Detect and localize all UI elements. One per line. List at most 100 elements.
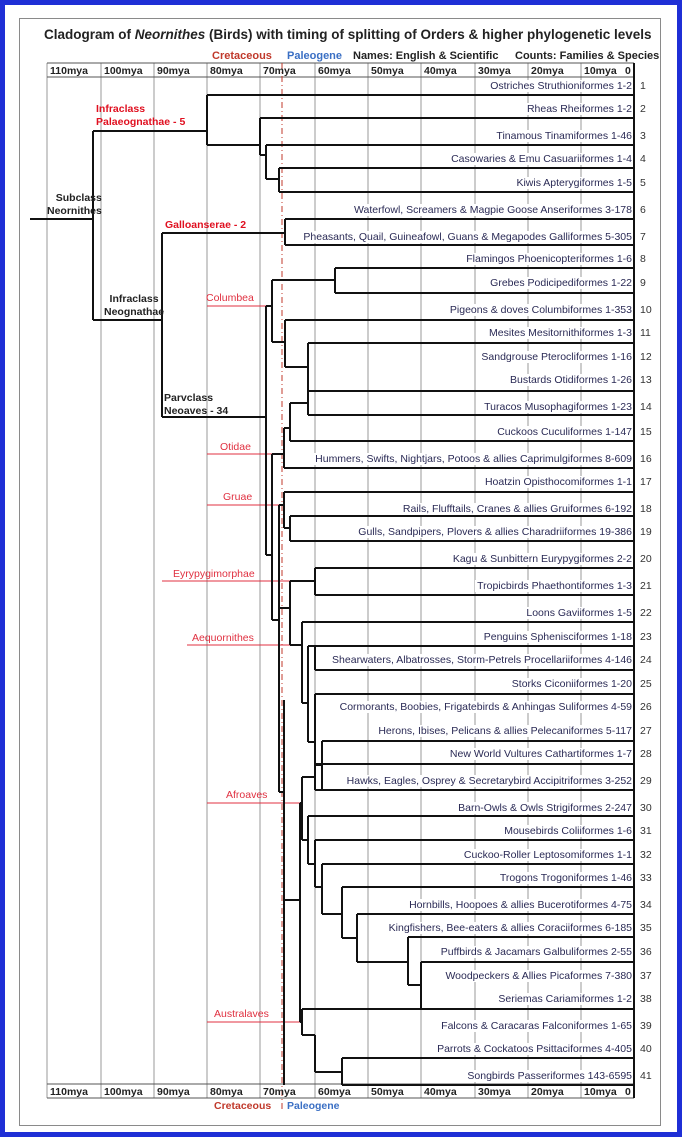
row-number: 1 [640,80,646,92]
tick-label: 110mya [50,1086,88,1098]
names-note: Names: English & Scientific [353,50,499,62]
clade-label-neognathae: Infraclass Neognathae [104,293,165,318]
period-cretaceous-bottom: Cretaceous [214,1100,272,1112]
tick-label: 80mya [210,1086,243,1098]
row-number: 33 [640,872,652,884]
clade-label-australaves: Australaves [214,1008,269,1020]
row-number: 18 [640,503,652,515]
period-paleogene-bottom: Paleogene [287,1100,340,1112]
clade-label-palaeognathae: Infraclass Palaeognathae - 5 [96,103,186,128]
taxon-label: Sandgrouse Pterocliformes 1-16 [479,351,632,363]
taxon-label: Songbirds Passeriformes 143-6595 [465,1070,632,1082]
clade-label-neornithes: Subclass Neornithes [47,192,102,217]
taxon-label: Hawks, Eagles, Osprey & Secretarybird Ac… [344,775,632,787]
taxon-label: Hornbills, Hoopoes & allies Bucerotiform… [407,899,632,911]
tick-label: 70mya [263,65,296,77]
taxon-label: Shearwaters, Albatrosses, Storm-Petrels … [330,654,632,666]
taxon-label: Herons, Ibises, Pelicans & allies Peleca… [376,725,632,737]
tick-label: 0 [625,1086,631,1098]
taxon-label: Kingfishers, Bee-eaters & allies Coracii… [386,922,632,934]
clade-label-galloanserae: Galloanserae - 2 [165,219,247,231]
clade-label-otidae: Otidae [220,441,251,453]
row-number: 28 [640,748,652,760]
taxon-label: Parrots & Cockatoos Psittaciformes 4-405 [435,1043,632,1055]
chart-border [19,18,661,1126]
taxon-label: Flamingos Phoenicopteriformes 1-6 [464,253,632,265]
row-number: 20 [640,553,652,565]
taxon-label: Penguins Sphenisciformes 1-18 [481,631,632,643]
counts-note: Counts: Families & Species [515,50,660,62]
row-number: 30 [640,802,652,814]
taxon-label: Bustards Otidiformes 1-26 [508,374,632,386]
row-number: 31 [640,825,652,837]
taxon-label: Trogons Trogoniformes 1-46 [497,872,632,884]
clade-label-eyrypygimorphae: Eyrypygimorphae [173,568,255,580]
taxon-label: Loons Gaviiformes 1-5 [524,607,632,619]
tick-label: 110mya [50,65,88,77]
taxon-label: Puffbirds & Jacamars Galbuliformes 2-55 [438,946,632,958]
row-number: 8 [640,253,646,265]
tick-label: 50mya [371,1086,404,1098]
taxon-label: Barn-Owls & Owls Strigiformes 2-247 [456,802,632,814]
row-number: 34 [640,899,652,911]
tick-label: 60mya [318,65,351,77]
taxon-label: Mousebirds Coliiformes 1-6 [502,825,632,837]
row-number: 14 [640,401,652,413]
tick-label: 40mya [424,65,457,77]
tick-label: 100mya [104,65,143,77]
taxon-label: Waterfowl, Screamers & Magpie Goose Anse… [352,204,632,216]
taxon-label: Hummers, Swifts, Nightjars, Potoos & all… [313,453,632,465]
row-number: 27 [640,725,652,737]
clade-label-neoaves: Parvclass Neoaves - 34 [164,392,229,417]
tick-label: 50mya [371,65,404,77]
taxon-label: New World Vultures Cathartiformes 1-7 [447,748,632,760]
row-number: 26 [640,701,652,713]
row-number: 35 [640,922,652,934]
row-number: 4 [640,153,646,165]
period-paleogene-top: Paleogene [287,50,343,62]
row-number: 29 [640,775,652,787]
row-number: 38 [640,993,652,1005]
taxon-label: Tropicbirds Phaethontiformes 1-3 [475,580,632,592]
row-number: 25 [640,678,652,690]
tick-label: 70mya [263,1086,296,1098]
tick-label: 10mya [584,1086,617,1098]
tick-label: 60mya [318,1086,351,1098]
chart-title: Cladogram of Neornithes (Birds) with tim… [44,27,652,42]
row-number: 37 [640,970,652,982]
taxon-label: Rheas Rheiformes 1-2 [524,103,632,115]
taxon-label: Kagu & Sunbittern Eurypygiformes 2-2 [450,553,632,565]
tick-label: 30mya [478,1086,511,1098]
taxon-label: Grebes Podicipediformes 1-22 [488,277,632,289]
period-cretaceous-top: Cretaceous [212,50,272,62]
taxon-label: Turacos Musophagiformes 1-23 [482,401,632,413]
taxon-label: Woodpeckers & Allies Picaformes 7-380 [443,970,632,982]
taxon-label: Hoatzin Opisthocomiformes 1-1 [482,476,632,488]
row-number: 32 [640,849,652,861]
row-number: 41 [640,1070,652,1082]
taxon-label: Ostriches Struthioniformes 1-2 [488,80,632,92]
taxon-label: Gulls, Sandpipers, Plovers & allies Char… [356,526,632,538]
clade-label-columbea: Columbea [206,292,254,304]
taxon-label: Kiwis Apterygiformes 1-5 [514,177,632,189]
tick-label: 100mya [104,1086,143,1098]
row-number: 12 [640,351,652,363]
taxon-label: Storks Ciconiiformes 1-20 [509,678,632,690]
row-number: 40 [640,1043,652,1055]
row-number: 11 [640,327,651,339]
taxon-label: Rails, Flufftails, Cranes & allies Gruif… [400,503,632,515]
row-number: 5 [640,177,646,189]
clade-label-aequornithes: Aequornithes [192,632,254,644]
row-number: 19 [640,526,652,538]
row-number: 10 [640,304,652,316]
tick-label: 90mya [157,1086,190,1098]
tick-label: 0 [625,65,631,77]
row-number: 24 [640,654,652,666]
tick-label: 20mya [531,1086,564,1098]
taxon-label: Mesites Mesitornithiformes 1-3 [487,327,632,339]
clade-label-gruae: Gruae [223,491,253,503]
clade-label-afroaves: Afroaves [226,789,268,801]
taxon-label: Seriemas Cariamiformes 1-2 [496,993,632,1005]
row-number: 22 [640,607,652,619]
